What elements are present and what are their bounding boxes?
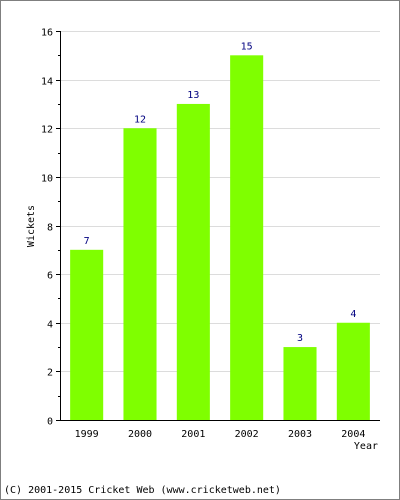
copyright-text: (C) 2001-2015 Cricket Web (www.cricketwe…	[4, 485, 281, 496]
y-tick-label: 10	[41, 174, 53, 185]
grid-lines	[60, 31, 380, 372]
x-tick-label: 2004	[341, 429, 365, 440]
x-tick-label: 2003	[288, 429, 312, 440]
y-tick-labels: 0 2 4 6 8 10 12 14 16	[41, 28, 53, 428]
axes	[56, 31, 380, 421]
y-tick-label: 16	[41, 28, 53, 39]
y-axis-title: Wickets	[26, 205, 37, 247]
x-tick-label: 1999	[75, 429, 99, 440]
y-tick-label: 4	[47, 320, 53, 331]
y-tick-label: 2	[47, 368, 53, 379]
x-axis-title: Year	[354, 441, 378, 452]
y-tick-label: 14	[41, 77, 53, 88]
x-tick-labels: 1999 2000 2001 2002 2003 2004	[75, 429, 366, 440]
y-tick-label: 0	[47, 417, 53, 428]
bar-value-label: 12	[134, 114, 146, 125]
x-tick-label: 2000	[128, 429, 152, 440]
y-tick-label: 8	[47, 223, 53, 234]
bar	[176, 103, 210, 420]
bars	[70, 55, 370, 420]
bar-value-label: 13	[187, 90, 199, 101]
y-tick-label: 6	[47, 271, 53, 282]
data-labels: 7 12 13 15 3 4	[84, 41, 357, 344]
bar-value-label: 3	[297, 333, 303, 344]
bar	[230, 55, 264, 420]
bar-value-label: 7	[84, 236, 90, 247]
bar-value-label: 15	[241, 41, 253, 52]
x-tick-label: 2001	[181, 429, 205, 440]
bar-value-label: 4	[350, 309, 356, 320]
bar	[336, 322, 370, 420]
x-tick-label: 2002	[235, 429, 259, 440]
y-tick-label: 12	[41, 125, 53, 136]
bar	[283, 347, 317, 420]
bar	[123, 128, 157, 420]
bar	[70, 249, 104, 420]
